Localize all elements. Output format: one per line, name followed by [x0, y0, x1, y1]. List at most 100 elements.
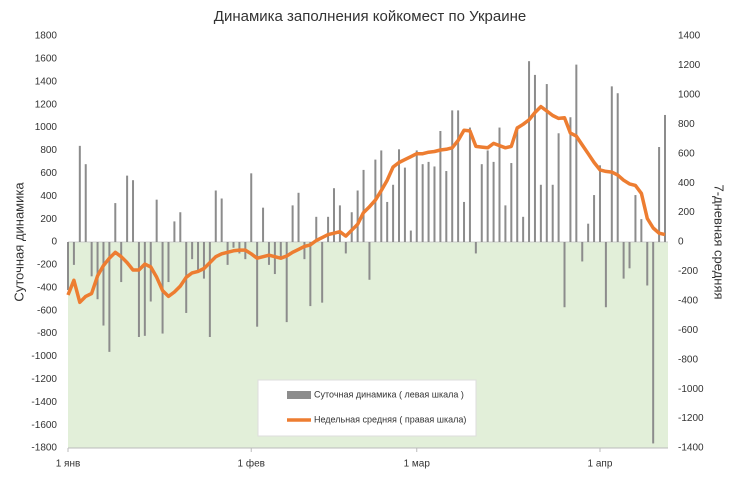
bar [403, 167, 406, 242]
y-tick-label: 0 [51, 237, 57, 248]
bar [291, 205, 294, 242]
bar [658, 147, 661, 242]
bar [409, 230, 412, 242]
y-tick-label: -800 [37, 328, 57, 339]
bar [350, 212, 353, 242]
bar [486, 150, 489, 242]
y2-tick-label: 600 [678, 148, 695, 159]
bar [575, 64, 578, 242]
y2-tick-label: 200 [678, 207, 695, 218]
x-tick-label: 1 фев [238, 458, 265, 470]
bar [604, 242, 607, 308]
bar [332, 188, 335, 242]
bar [321, 242, 324, 303]
bar [232, 242, 235, 248]
bar [338, 205, 341, 242]
bar [563, 242, 566, 308]
bar [510, 163, 513, 242]
y2-tick-label: -1400 [678, 443, 704, 454]
bar [421, 164, 424, 242]
bar [557, 133, 560, 242]
bar [368, 242, 371, 280]
y2-tick-label: -1000 [678, 384, 704, 395]
bar [640, 219, 643, 242]
bar [315, 216, 318, 242]
bar [256, 242, 259, 327]
bar [126, 175, 129, 242]
bar [380, 150, 383, 242]
y-tick-label: 400 [40, 191, 57, 202]
y2-tick-label: -200 [678, 266, 698, 277]
bar [445, 171, 448, 242]
bar [238, 242, 241, 254]
bar [433, 166, 436, 242]
bar [664, 114, 666, 242]
y-tick-label: -1000 [31, 351, 57, 362]
bar [114, 203, 117, 242]
bar [303, 242, 306, 260]
bar [327, 216, 330, 242]
bar [72, 242, 75, 265]
bar [279, 242, 282, 260]
y-tick-label: 1200 [35, 99, 58, 110]
bar [593, 195, 596, 242]
bar [616, 93, 619, 242]
bar [120, 242, 123, 283]
bar [480, 164, 483, 242]
bar [90, 242, 93, 277]
bar [545, 84, 548, 242]
bar [610, 86, 613, 242]
bar [167, 242, 170, 283]
bar [522, 216, 525, 242]
y2-tick-label: 400 [678, 178, 695, 189]
bar [179, 212, 182, 242]
bar [137, 242, 140, 337]
y2-axis-label: 7-дневная средняя [712, 184, 727, 299]
bar [297, 192, 300, 242]
y2-tick-label: -600 [678, 325, 698, 336]
bar [132, 180, 135, 242]
bar [108, 242, 111, 352]
bar [539, 184, 542, 242]
legend-box [257, 379, 477, 437]
x-tick-label: 1 апр [588, 459, 613, 470]
legend-swatch [287, 391, 311, 399]
bar [415, 150, 418, 242]
bar [143, 242, 146, 336]
y2-tick-label: -400 [678, 295, 698, 306]
line [66, 104, 666, 305]
bar [474, 242, 477, 254]
bar [78, 145, 81, 242]
y2-tick-label: 800 [678, 119, 695, 130]
y-tick-label: -1200 [31, 374, 57, 385]
bar [439, 130, 442, 242]
y2-tick-label: 1200 [678, 60, 701, 71]
bar [250, 173, 253, 242]
y-tick-label: -1400 [31, 397, 57, 408]
bar [285, 242, 288, 323]
bar [398, 149, 401, 242]
y-tick-label: -1800 [31, 443, 57, 454]
bar [220, 198, 223, 242]
bar [173, 221, 176, 242]
y-tick-label: -1600 [31, 420, 57, 431]
y-axis-label: Суточная динамика [11, 182, 26, 302]
bar [634, 195, 637, 242]
bar [392, 184, 395, 242]
y-tick-label: 600 [40, 168, 57, 179]
bar [451, 110, 454, 242]
bar [356, 190, 359, 242]
bar [155, 199, 158, 242]
bar [598, 165, 601, 242]
bar [102, 242, 105, 326]
bar [84, 164, 87, 242]
bar [427, 161, 430, 242]
y2-tick-label: 1400 [678, 31, 701, 42]
bar [362, 169, 365, 242]
y2-tick-label: 1000 [678, 89, 701, 100]
bar [622, 242, 625, 279]
bar [386, 201, 389, 242]
bar [468, 127, 471, 242]
bar [267, 242, 270, 265]
